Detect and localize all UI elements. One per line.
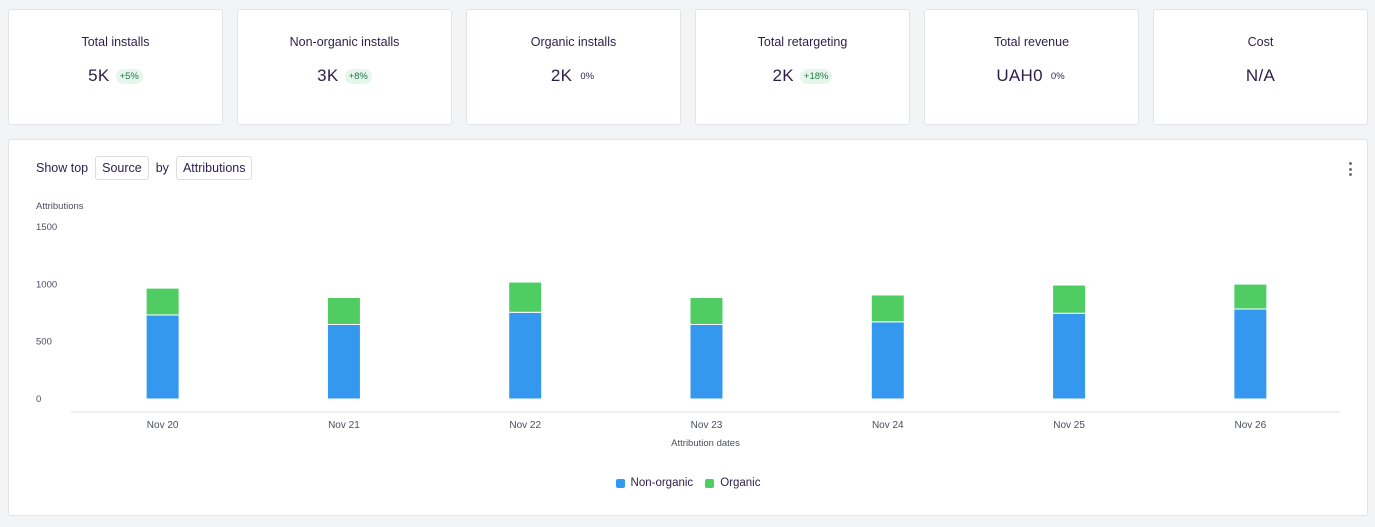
kpi-title: Total installs [81,35,150,49]
y-tick-label: 0 [36,394,41,405]
kpi-title: Total retargeting [757,35,848,49]
kpi-change-badge: 0% [580,70,595,82]
y-tick-label: 1500 [36,222,57,233]
kpi-title: Total revenue [993,35,1070,49]
legend-swatch [615,478,625,488]
chart-panel: Show top Source by Attributions Attribut… [8,139,1368,516]
kpi-value: N/A [1245,66,1276,85]
legend-item-non-organic[interactable]: Non-organic [615,477,694,489]
bar-non-organic [689,323,724,400]
y-tick-label: 500 [36,337,52,348]
kpi-value: 5K [88,66,110,85]
dimension-dropdown[interactable]: Source [95,156,149,180]
kpi-title: Non-organic installs [289,35,400,49]
bar-non-organic [145,314,180,400]
kpi-value: 2K [772,66,794,85]
x-tick-label: Nov 25 [1053,420,1085,431]
bar-non-organic [1233,308,1268,400]
kpi-card-total-installs[interactable]: Total installs 5K +5% [8,9,223,125]
bar-non-organic [326,323,361,400]
kpi-value: 3K [317,66,339,85]
kpi-change-badge: +8% [344,68,372,84]
kpi-value: UAH0 [996,66,1043,85]
bar-organic [326,297,361,325]
kpi-card-cost[interactable]: Cost N/A [1153,9,1368,125]
bar-organic [1233,283,1268,310]
kpi-card-total-retargeting[interactable]: Total retargeting 2K +18% [695,9,910,125]
x-tick-label: Nov 22 [509,420,541,431]
legend-swatch [705,478,715,488]
y-axis-label: Attributions [36,201,84,212]
bar-non-organic [870,321,905,400]
legend-item-organic[interactable]: Organic [705,477,760,489]
kpi-change-badge: 0% [1050,70,1065,82]
x-axis-label: Attribution dates [671,438,740,449]
kpi-title: Organic installs [530,35,617,49]
kpi-change-badge: +18% [799,68,833,84]
bar-non-organic [508,311,543,400]
x-tick-label: Nov 24 [872,420,904,431]
kpi-card-non-organic-installs[interactable]: Non-organic installs 3K +8% [237,9,452,125]
legend-label: Organic [720,477,761,489]
kpi-title: Cost [1247,35,1274,49]
x-tick-label: Nov 21 [328,420,360,431]
kpi-card-organic-installs[interactable]: Organic installs 2K 0% [466,9,681,125]
kpi-value-row: 3K +8% [317,66,372,86]
kebab-menu-icon[interactable] [1347,162,1353,176]
chart-controls: Show top Source by Attributions [36,156,253,180]
bar-non-organic [1052,312,1087,400]
x-tick-label: Nov 26 [1235,420,1267,431]
kpi-change-badge: +5% [115,68,143,84]
kpi-value: 2K [550,66,573,85]
chart-legend: Non-organic Organic [9,477,1367,489]
bar-organic [870,294,905,323]
x-tick-label: Nov 23 [691,420,723,431]
kpi-row: Total installs 5K +5% Non-organic instal… [8,9,1368,125]
x-tick-label: Nov 20 [147,420,179,431]
stacked-bar-chart: Attributions 0 500 1000 1500 Nov 20 Nov 21 Nov … [36,201,1340,449]
y-tick-label: 1000 [36,279,57,290]
kpi-value-row: 5K +5% [88,66,143,86]
metric-dropdown[interactable]: Attributions [175,156,253,180]
legend-label: Non-organic [630,477,694,489]
kpi-value-row: N/A [1246,66,1275,86]
show-top-label: Show top [36,161,89,175]
bar-organic [508,281,543,313]
kpi-value-row: UAH0 0% [996,66,1066,86]
bar-organic [689,297,724,325]
bar-organic [1052,284,1087,314]
bar-organic [145,287,180,316]
kpi-card-total-revenue[interactable]: Total revenue UAH0 0% [924,9,1139,125]
by-label: by [155,161,169,175]
kpi-value-row: 2K +18% [773,66,833,86]
kpi-value-row: 2K 0% [551,66,596,86]
